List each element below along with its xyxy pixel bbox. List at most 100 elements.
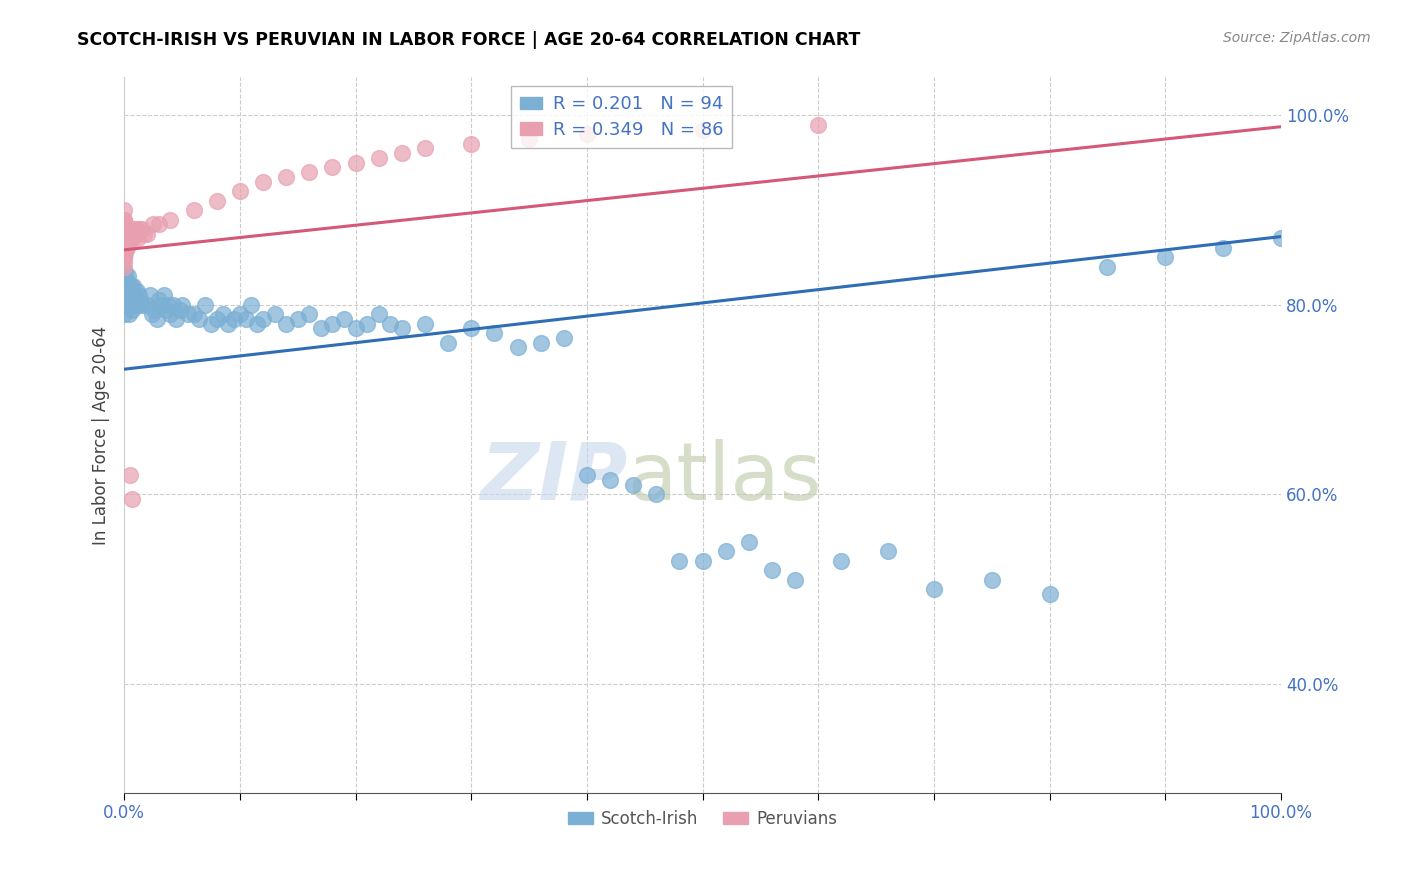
Point xyxy=(170,298,193,312)
Point xyxy=(148,293,170,307)
Point xyxy=(114,241,136,255)
Point xyxy=(112,278,135,293)
Point xyxy=(131,298,153,312)
Point xyxy=(714,544,737,558)
Point xyxy=(321,317,343,331)
Point xyxy=(112,260,135,274)
Point xyxy=(276,317,298,331)
Point xyxy=(127,298,149,312)
Point xyxy=(112,241,135,255)
Point xyxy=(367,151,389,165)
Point xyxy=(125,298,148,312)
Point xyxy=(118,231,141,245)
Point xyxy=(112,307,135,321)
Point xyxy=(517,132,540,146)
Point xyxy=(112,222,135,236)
Point xyxy=(1039,587,1062,601)
Point xyxy=(112,222,135,236)
Point xyxy=(391,321,413,335)
Point xyxy=(142,217,165,231)
Point xyxy=(200,317,222,331)
Point xyxy=(112,251,135,265)
Point xyxy=(460,136,482,151)
Point xyxy=(125,288,148,302)
Point xyxy=(298,307,321,321)
Point xyxy=(118,231,141,245)
Point xyxy=(112,227,135,241)
Point xyxy=(114,222,136,236)
Point xyxy=(114,236,136,251)
Point xyxy=(112,251,135,265)
Point xyxy=(830,553,852,567)
Point xyxy=(621,477,644,491)
Point xyxy=(131,222,153,236)
Point xyxy=(413,141,436,155)
Point xyxy=(112,222,135,236)
Point xyxy=(460,321,482,335)
Point xyxy=(112,236,135,251)
Point xyxy=(124,293,146,307)
Point xyxy=(252,312,274,326)
Point xyxy=(129,293,152,307)
Point xyxy=(152,288,174,302)
Point xyxy=(333,312,356,326)
Point xyxy=(692,122,714,136)
Point xyxy=(229,184,252,198)
Point xyxy=(177,307,200,321)
Point xyxy=(205,194,228,208)
Point xyxy=(117,269,139,284)
Point xyxy=(211,307,233,321)
Point xyxy=(165,312,187,326)
Point xyxy=(194,298,217,312)
Point xyxy=(114,227,136,241)
Point xyxy=(112,222,135,236)
Point xyxy=(575,128,598,142)
Point xyxy=(115,222,138,236)
Point xyxy=(114,265,136,279)
Point xyxy=(118,293,141,307)
Point xyxy=(599,473,621,487)
Point xyxy=(138,288,160,302)
Point xyxy=(112,255,135,269)
Point xyxy=(136,298,159,312)
Point xyxy=(125,227,148,241)
Point xyxy=(115,288,138,302)
Point xyxy=(1154,251,1177,265)
Point xyxy=(114,284,136,298)
Point xyxy=(112,298,135,312)
Point xyxy=(141,307,163,321)
Point xyxy=(785,573,807,587)
Point xyxy=(118,227,141,241)
Point xyxy=(276,169,298,184)
Point xyxy=(112,241,135,255)
Point xyxy=(344,321,367,335)
Point xyxy=(118,307,141,321)
Point xyxy=(136,227,159,241)
Point xyxy=(922,582,945,596)
Point xyxy=(118,468,141,483)
Point xyxy=(761,563,783,577)
Point xyxy=(112,241,135,255)
Point xyxy=(668,553,690,567)
Point xyxy=(114,222,136,236)
Point xyxy=(112,231,135,245)
Point xyxy=(115,241,138,255)
Point xyxy=(115,236,138,251)
Point xyxy=(114,231,136,245)
Point xyxy=(114,245,136,260)
Point xyxy=(112,245,135,260)
Point xyxy=(121,302,143,317)
Text: SCOTCH-IRISH VS PERUVIAN IN LABOR FORCE | AGE 20-64 CORRELATION CHART: SCOTCH-IRISH VS PERUVIAN IN LABOR FORCE … xyxy=(77,31,860,49)
Point xyxy=(112,251,135,265)
Point xyxy=(380,317,402,331)
Point xyxy=(205,312,228,326)
Point xyxy=(980,573,1002,587)
Point xyxy=(155,302,177,317)
Point xyxy=(112,212,135,227)
Point xyxy=(252,175,274,189)
Point xyxy=(169,302,191,317)
Point xyxy=(118,222,141,236)
Point xyxy=(344,155,367,169)
Point xyxy=(115,274,138,288)
Point xyxy=(114,231,136,245)
